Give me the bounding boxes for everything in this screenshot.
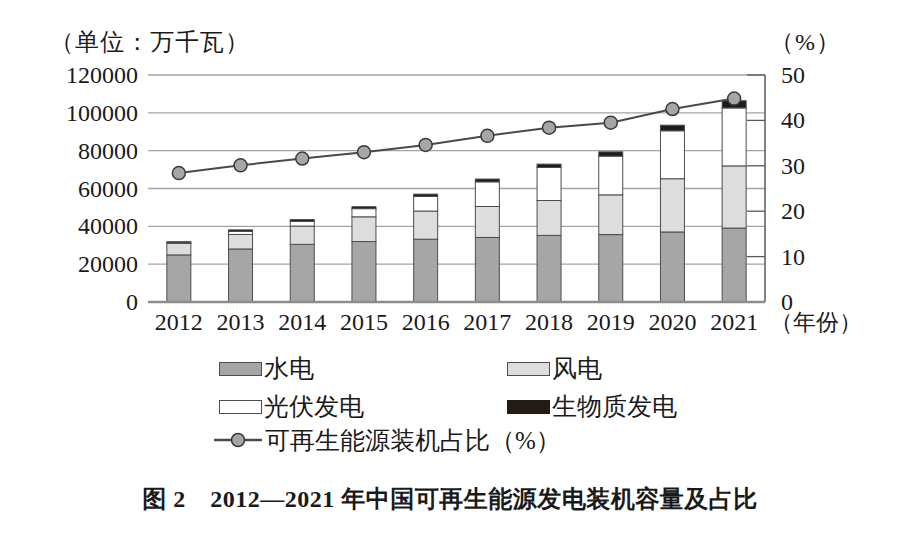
right-axis-tick-label: 40 [781,107,805,133]
left-axis-tick-label: 40000 [78,213,138,239]
x-axis-tick-label: 2020 [648,309,696,335]
share-line-marker [543,121,556,134]
bar-segment-生物质发电 [352,207,376,209]
legend-item-wind: 风电 [507,356,602,381]
left-axis-tick-label: 20000 [78,251,138,277]
legend-label: 光伏发电 [264,394,364,419]
share-line-marker [296,152,309,165]
bar-segment-风电 [290,226,314,244]
right-axis-tick-label: 50 [781,62,805,88]
figure-caption: 图 2 2012—2021 年中国可再生能源发电装机容量及占比 [0,483,900,515]
bar-segment-水电 [660,232,684,302]
x-axis-tick-label: 2017 [463,309,511,335]
wind-swatch-icon [507,362,550,376]
left-axis-tick-label: 100000 [66,100,138,126]
legend-label: 可再生能源装机占比（%） [265,428,561,453]
bar-segment-光伏发电 [290,221,314,226]
share-line-marker [172,167,185,180]
x-axis-tick-label: 2012 [155,309,203,335]
legend-label: 风电 [552,356,602,381]
x-axis-suffix-label: （年份） [770,310,862,335]
bar-segment-风电 [229,234,253,248]
bar-segment-水电 [290,244,314,302]
bar-segment-生物质发电 [475,179,499,182]
bar-segment-水电 [722,228,746,302]
legend-label: 水电 [264,356,314,381]
bar-segment-生物质发电 [290,220,314,222]
share-line-marker [666,103,679,116]
bar-segment-水电 [599,235,623,302]
left-axis-tick-label: 120000 [66,62,138,88]
bar-segment-生物质发电 [229,230,253,232]
bar-segment-水电 [352,242,376,302]
x-axis-tick-label: 2016 [402,309,450,335]
legend-item-biomass: 生物质发电 [507,394,677,419]
bar-segment-生物质发电 [537,164,561,167]
right-axis-tick-label: 30 [781,153,805,179]
bar-segment-光伏发电 [599,156,623,195]
share-line-marker [419,138,432,151]
hydro-swatch-icon [219,362,262,376]
x-axis-tick-label: 2014 [278,309,326,335]
bar-segment-风电 [167,243,191,255]
bar-segment-光伏发电 [537,168,561,201]
share-line-marker [481,129,494,142]
x-axis-tick-label: 2019 [587,309,635,335]
bar-segment-水电 [167,255,191,302]
share-line-marker [728,92,741,105]
bar-segment-风电 [537,201,561,236]
bar-segment-光伏发电 [475,182,499,207]
bar-segment-风电 [414,211,438,239]
right-axis-tick-label: 20 [781,198,805,224]
bar-segment-生物质发电 [167,242,191,243]
x-axis-tick-label: 2013 [217,309,265,335]
right-axis-tick-label: 10 [781,244,805,270]
share-line-marker [234,159,247,172]
bar-segment-水电 [414,239,438,302]
bar-segment-水电 [537,235,561,302]
legend-item-solar: 光伏发电 [219,394,364,419]
legend-item-share-line: 可再生能源装机占比（%） [213,428,561,453]
share-line [179,99,734,173]
x-axis-tick-label: 2021 [710,309,758,335]
legend-label: 生物质发电 [552,394,677,419]
left-axis-tick-label: 0 [126,289,138,315]
bar-segment-生物质发电 [660,125,684,131]
x-axis-tick-label: 2018 [525,309,573,335]
bar-segment-风电 [599,195,623,235]
bar-segment-光伏发电 [414,196,438,211]
bar-segment-风电 [475,206,499,237]
left-axis-tick-label: 60000 [78,176,138,202]
bar-segment-光伏发电 [352,209,376,217]
combo-chart-plot: 0200004000060000800001000001200000102030… [0,0,900,345]
legend-item-hydro: 水电 [219,356,314,381]
biomass-swatch-icon [507,400,550,414]
share-line-marker [604,116,617,129]
bar-segment-生物质发电 [414,194,438,196]
bar-segment-水电 [229,249,253,302]
bar-segment-风电 [352,217,376,242]
left-axis-tick-label: 80000 [78,138,138,164]
x-axis-tick-label: 2015 [340,309,388,335]
chart-legend: 水电 风电 光伏发电 生物质发电 可再生能源装机占比（%） [0,350,900,460]
bar-segment-生物质发电 [599,152,623,156]
bar-segment-风电 [722,166,746,228]
solar-swatch-icon [219,400,262,414]
bar-segment-风电 [660,179,684,232]
line-marker-swatch-icon [213,428,263,453]
bar-segment-光伏发电 [660,131,684,179]
bar-segment-光伏发电 [722,108,746,166]
figure-page: （单位：万千瓦） （%） 020000400006000080000100000… [0,0,900,551]
share-line-marker [357,146,370,159]
bar-segment-水电 [475,237,499,302]
